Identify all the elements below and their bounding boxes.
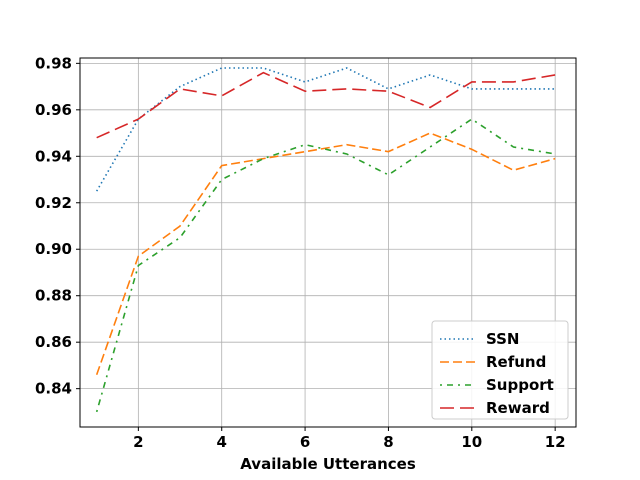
series-line-ssn — [95, 67, 556, 192]
x-tick-label: 8 — [383, 433, 393, 451]
x-tick-label: 6 — [300, 433, 310, 451]
y-tick-label: 0.94 — [35, 147, 72, 165]
y-tick-label: 0.90 — [35, 240, 72, 258]
series-line-refund — [95, 132, 556, 375]
legend-box — [431, 320, 569, 420]
grid-layer — [80, 58, 576, 427]
legend-label-reward: Reward — [486, 399, 550, 417]
x-tick-label: 12 — [545, 433, 566, 451]
y-tick-label: 0.98 — [35, 54, 72, 72]
legend-label-support: Support — [486, 376, 554, 394]
x-tick-label: 10 — [461, 433, 482, 451]
series-line-support — [95, 118, 556, 413]
y-tick-label: 0.84 — [35, 380, 72, 398]
axis-layer: 2 4 6 8 10 12 0.84 0.86 0.88 0.90 0.92 0.94 0.96 0.98 — [35, 54, 566, 451]
y-tick-label: 0.96 — [35, 101, 72, 119]
y-tick-label: 0.92 — [35, 194, 72, 212]
legend-label-ssn: SSN — [486, 330, 520, 348]
x-axis-label: Available Utterances — [240, 455, 416, 473]
x-tick-label: 4 — [216, 433, 226, 451]
y-tick-label: 0.86 — [35, 333, 72, 351]
y-tick-label: 0.88 — [35, 287, 72, 305]
plot-border — [79, 57, 577, 428]
series-layer — [95, 67, 556, 413]
legend: SSN Refund Support Reward — [431, 320, 569, 420]
series-line-reward — [96, 71, 556, 139]
x-tick-label: 2 — [133, 433, 143, 451]
legend-label-refund: Refund — [486, 353, 546, 371]
plot-frame — [79, 57, 577, 428]
